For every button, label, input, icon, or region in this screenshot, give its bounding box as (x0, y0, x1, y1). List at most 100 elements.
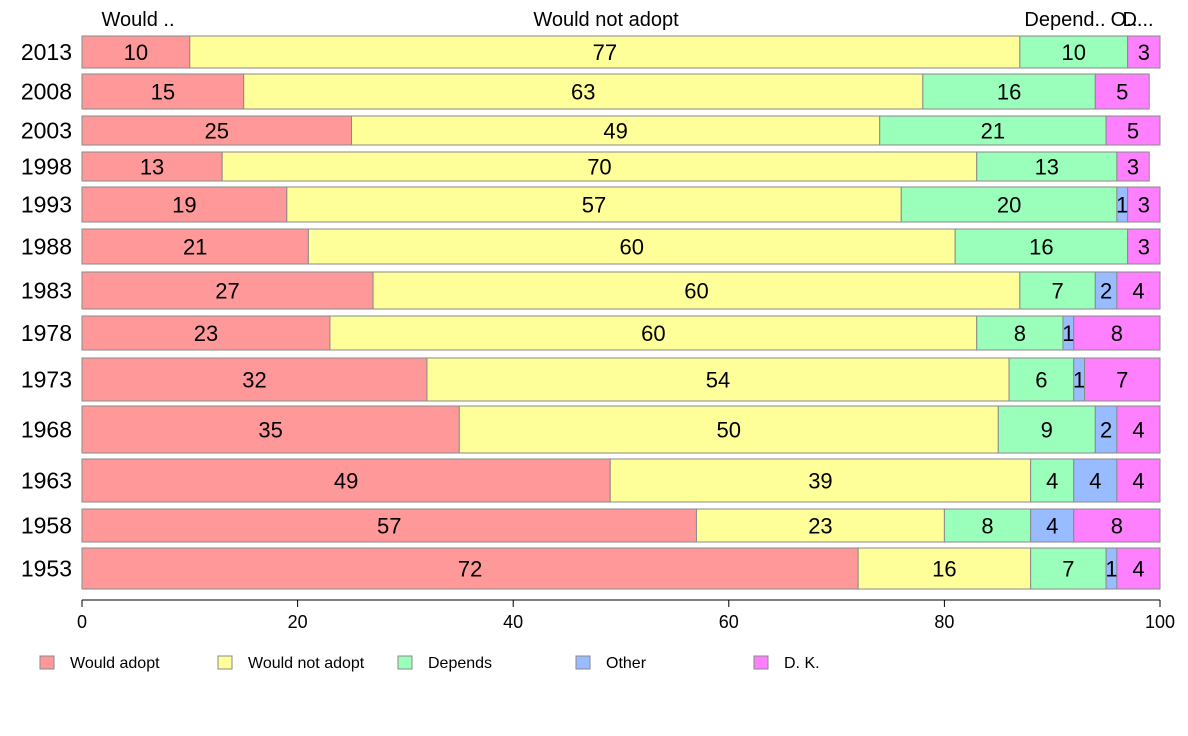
data-label: 16 (932, 557, 956, 582)
bar-segment (372, 271, 1021, 310)
data-label: 8 (1111, 514, 1123, 539)
data-label: 2 (1100, 279, 1112, 304)
bar-segment (81, 315, 331, 351)
year-label: 1958 (21, 513, 72, 539)
data-label: 4 (1046, 469, 1058, 494)
year-label: 1968 (21, 417, 72, 443)
top-label: Would not adopt (533, 9, 679, 31)
bar-segment (609, 458, 1032, 503)
legend-label: D. K. (784, 655, 820, 672)
data-label: 9 (1041, 418, 1053, 443)
data-label: 60 (684, 279, 708, 304)
legend-swatch (397, 655, 413, 670)
year-label: 1983 (21, 278, 72, 304)
data-label: 7 (1116, 368, 1128, 393)
bar-segment (1105, 115, 1161, 146)
bar-segment (1073, 315, 1161, 351)
year-label: 1993 (21, 192, 72, 218)
data-label: 3 (1138, 235, 1150, 260)
bar-segment (695, 508, 945, 543)
data-label: 70 (587, 155, 611, 180)
data-label: 72 (458, 557, 482, 582)
top-label: Depend.. (1024, 9, 1105, 31)
data-label: 57 (377, 514, 401, 539)
data-label: 77 (593, 40, 617, 65)
data-label: 4 (1089, 469, 1101, 494)
year-label: 1963 (21, 468, 72, 494)
data-label: 13 (1035, 155, 1059, 180)
year-label: 2008 (21, 79, 72, 105)
data-label: 4 (1132, 418, 1144, 443)
legend-label: Would not adopt (248, 655, 365, 672)
bar-segment (81, 73, 245, 110)
data-label: 16 (1029, 235, 1053, 260)
data-label: 23 (808, 514, 832, 539)
bar-segment (1116, 151, 1150, 182)
data-label: 4 (1132, 469, 1144, 494)
data-label: 4 (1132, 279, 1144, 304)
data-label: 15 (151, 80, 175, 105)
legend-swatch (753, 655, 769, 670)
data-label: 3 (1138, 193, 1150, 218)
bar-segment (81, 508, 697, 543)
data-label: 27 (215, 279, 239, 304)
data-label: 60 (641, 321, 665, 346)
data-label: 60 (620, 235, 644, 260)
bar-segment (1127, 35, 1161, 69)
legend: Would adopt Would not adopt Depends Other D.… (39, 655, 820, 672)
legend-swatch (39, 655, 55, 670)
bar-segment (1116, 271, 1161, 310)
data-label: 35 (258, 418, 282, 443)
year-label: 1998 (21, 154, 72, 180)
data-label: 32 (242, 368, 266, 393)
bar-segment (458, 405, 999, 454)
legend-swatch (217, 655, 233, 670)
bar-segment (900, 186, 1118, 223)
bar-segment (976, 315, 1064, 351)
bar-segment (1008, 357, 1075, 402)
x-axis: 0 20 40 60 80 100 (77, 599, 1175, 632)
data-label: 4 (1046, 514, 1058, 539)
bar-segment (243, 73, 924, 110)
bar-segment (81, 547, 859, 590)
data-label: 3 (1127, 155, 1139, 180)
data-label: 5 (1116, 80, 1128, 105)
data-label: 20 (997, 193, 1021, 218)
data-label: 1 (1116, 193, 1128, 218)
bar-segment (922, 73, 1096, 110)
top-label: O.. (1111, 9, 1138, 31)
x-tick-label: 100 (1145, 612, 1175, 632)
bar-segment (1116, 547, 1161, 590)
bar-segment (1030, 458, 1075, 503)
data-label: 8 (1014, 321, 1026, 346)
legend-label: Would adopt (70, 655, 160, 672)
data-label: 10 (1062, 40, 1086, 65)
data-label: 6 (1035, 368, 1047, 393)
x-tick-label: 60 (719, 612, 739, 632)
legend-label: Other (606, 655, 647, 672)
data-label: 49 (603, 119, 627, 144)
year-label: 1953 (21, 556, 72, 582)
data-label: 2 (1100, 418, 1112, 443)
bar-segment (943, 508, 1032, 543)
data-label: 1 (1105, 557, 1117, 582)
data-label: 50 (717, 418, 741, 443)
bar-segment (221, 151, 978, 182)
bar-segment (879, 115, 1107, 146)
year-label: 1978 (21, 320, 72, 346)
bar-segment (1127, 186, 1161, 223)
x-tick-label: 40 (503, 612, 523, 632)
data-label: 21 (981, 119, 1005, 144)
top-label: Would .. (102, 9, 175, 31)
data-label: 54 (706, 368, 730, 393)
legend-label: Depends (428, 655, 492, 672)
bar-segment (1084, 357, 1161, 402)
top-label: D... (1122, 9, 1153, 31)
data-label: 8 (981, 514, 993, 539)
year-label: 1973 (21, 367, 72, 393)
data-label: 39 (808, 469, 832, 494)
bar-segment (1030, 508, 1075, 543)
x-tick-label: 20 (288, 612, 308, 632)
data-label: 63 (571, 80, 595, 105)
data-label: 23 (194, 321, 218, 346)
